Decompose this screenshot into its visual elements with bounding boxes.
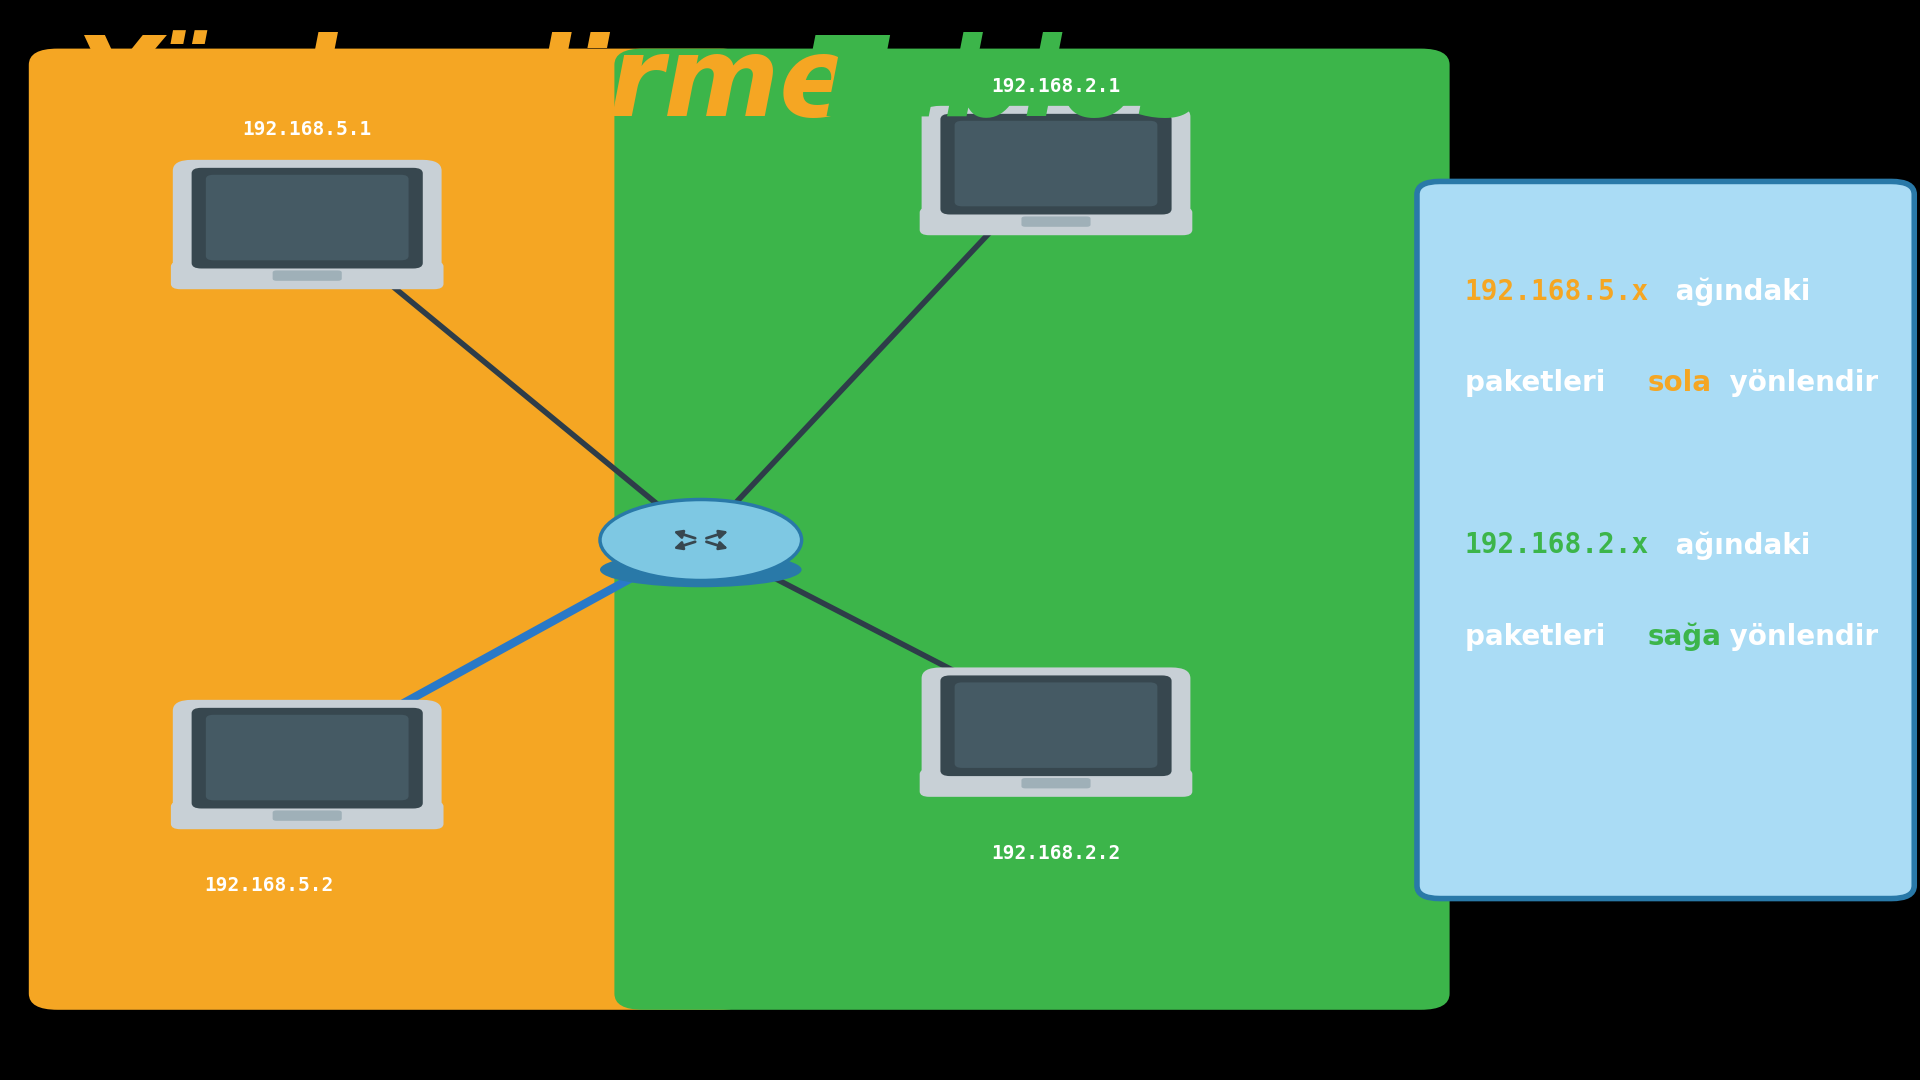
FancyBboxPatch shape: [171, 261, 444, 289]
FancyBboxPatch shape: [1021, 778, 1091, 788]
Text: Tablosu: Tablosu: [806, 32, 1283, 139]
FancyBboxPatch shape: [941, 675, 1171, 777]
Text: 192.168.5.2: 192.168.5.2: [204, 876, 334, 895]
FancyBboxPatch shape: [273, 270, 342, 281]
FancyBboxPatch shape: [922, 106, 1190, 222]
FancyBboxPatch shape: [922, 667, 1190, 784]
Text: 192.168.5.x: 192.168.5.x: [1465, 278, 1649, 306]
Ellipse shape: [599, 499, 801, 581]
Text: paketleri: paketleri: [1465, 623, 1615, 651]
FancyBboxPatch shape: [954, 121, 1158, 206]
FancyBboxPatch shape: [1417, 181, 1914, 899]
Text: ağındaki: ağındaki: [1667, 278, 1811, 306]
FancyBboxPatch shape: [954, 683, 1158, 768]
Text: sağa: sağa: [1647, 623, 1720, 651]
FancyBboxPatch shape: [273, 810, 342, 821]
Ellipse shape: [599, 552, 801, 588]
FancyBboxPatch shape: [205, 715, 409, 800]
FancyBboxPatch shape: [171, 801, 444, 829]
FancyBboxPatch shape: [614, 49, 1450, 1010]
Text: sola: sola: [1647, 369, 1711, 397]
Text: 192.168.2.x: 192.168.2.x: [1465, 531, 1649, 559]
FancyBboxPatch shape: [920, 207, 1192, 235]
Text: 192.168.2.1: 192.168.2.1: [991, 77, 1121, 96]
FancyBboxPatch shape: [173, 700, 442, 816]
Text: yönlendir: yönlendir: [1720, 369, 1878, 397]
Text: Yönlendirme: Yönlendirme: [77, 32, 854, 139]
Text: ağındaki: ağındaki: [1667, 531, 1811, 559]
Text: paketleri: paketleri: [1465, 369, 1615, 397]
FancyBboxPatch shape: [173, 160, 442, 276]
FancyBboxPatch shape: [192, 707, 422, 809]
FancyBboxPatch shape: [29, 49, 749, 1010]
FancyBboxPatch shape: [1021, 216, 1091, 227]
Text: yönlendir: yönlendir: [1720, 623, 1878, 651]
Text: 192.168.2.2: 192.168.2.2: [991, 843, 1121, 863]
FancyBboxPatch shape: [205, 175, 409, 260]
Text: 192.168.5.1: 192.168.5.1: [242, 120, 372, 139]
FancyBboxPatch shape: [920, 769, 1192, 797]
FancyBboxPatch shape: [941, 113, 1171, 215]
FancyBboxPatch shape: [192, 167, 422, 269]
